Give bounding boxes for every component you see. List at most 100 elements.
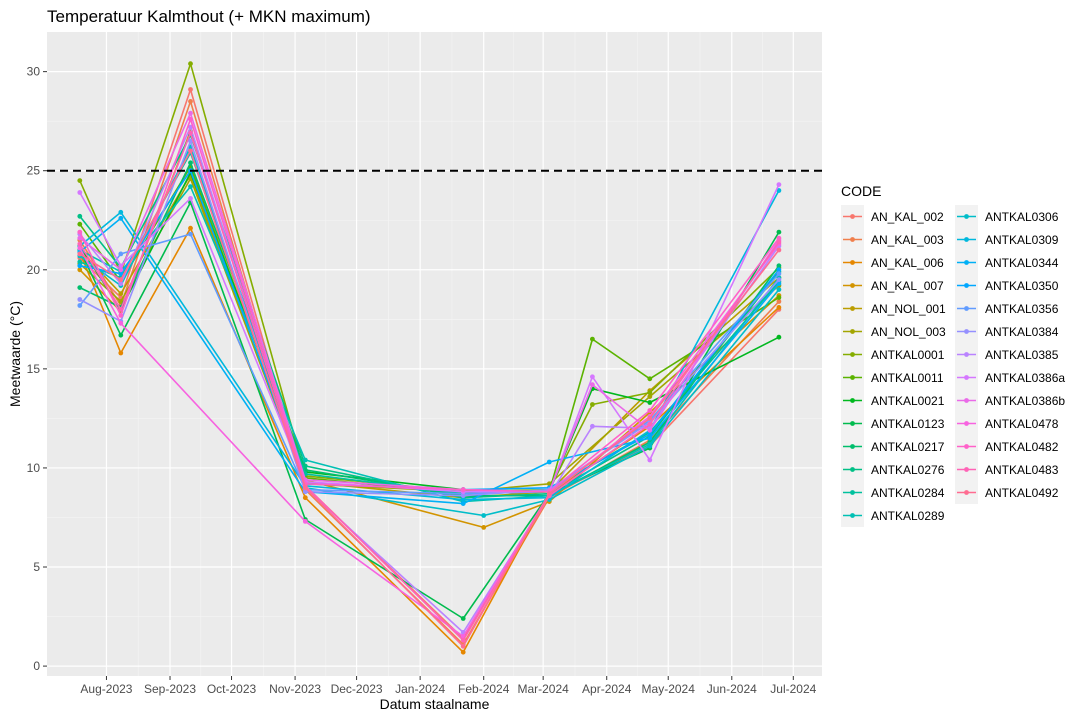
x-tick-label: Sep-2023	[144, 682, 196, 696]
data-point	[188, 148, 193, 154]
x-tick-label: Oct-2023	[207, 682, 257, 696]
data-point	[77, 285, 83, 290]
data-point	[118, 281, 124, 287]
data-point	[647, 390, 653, 395]
legend-label: ANTKAL0306	[985, 210, 1059, 224]
legend-key-point	[964, 329, 969, 334]
data-point	[776, 263, 782, 269]
legend-key-point	[964, 398, 969, 403]
data-point	[460, 497, 466, 502]
data-point	[460, 501, 466, 506]
legend-key-point	[850, 237, 855, 242]
data-point	[776, 235, 782, 241]
legend-label: ANTKAL0482	[985, 440, 1059, 454]
legend-item: ANTKAL0276	[841, 458, 945, 481]
data-point	[188, 99, 193, 104]
data-point	[776, 334, 782, 340]
data-point	[302, 463, 308, 469]
x-axis: Aug-2023 Sep-2023 Oct-2023 Nov-2023 Dec-2023…	[80, 676, 817, 696]
legend-item: ANTKAL0344	[955, 251, 1059, 274]
legend-label: AN_KAL_007	[871, 279, 944, 293]
data-point	[118, 271, 124, 277]
legend-key-point	[850, 214, 855, 219]
data-point	[647, 457, 653, 463]
data-point	[647, 421, 653, 427]
data-point	[590, 374, 595, 380]
legend-label: ANTKAL0492	[985, 486, 1059, 500]
legend-label: ANTKAL0289	[871, 509, 945, 523]
series-line	[79, 150, 780, 648]
legend-item: ANTKAL0356	[955, 297, 1059, 320]
data-point	[647, 376, 653, 382]
data-point	[77, 297, 83, 302]
legend-key-point	[850, 398, 855, 403]
data-point	[481, 525, 487, 530]
data-point	[647, 416, 653, 421]
legend-item: ANTKAL0482	[955, 435, 1059, 458]
data-point	[118, 350, 124, 356]
series-line	[79, 173, 780, 499]
data-point	[118, 277, 124, 283]
legend-label: ANTKAL0284	[871, 486, 945, 500]
series-line	[79, 227, 780, 654]
data-point	[118, 215, 124, 221]
legend-key-point	[964, 375, 969, 380]
x-tick-label: Apr-2024	[582, 682, 632, 696]
legend-item: ANTKAL0309	[955, 228, 1059, 251]
data-point	[188, 231, 193, 237]
x-tick-label: Nov-2023	[269, 682, 321, 696]
legend-label: ANTKAL0001	[871, 348, 945, 362]
legend-label: ANTKAL0385	[985, 348, 1059, 362]
data-point	[302, 489, 308, 495]
legend-item: ANTKAL0492	[955, 481, 1059, 504]
x-tick-label: May-2024	[642, 682, 696, 696]
legend-label: ANTKAL0386b	[985, 394, 1065, 408]
data-point	[590, 382, 595, 388]
legend-item: ANTKAL0001	[841, 343, 945, 366]
data-point	[776, 182, 782, 188]
legend-label: ANTKAL0478	[985, 417, 1059, 431]
legend-label: AN_KAL_006	[871, 256, 944, 270]
legend-title: CODE	[841, 183, 881, 199]
data-point	[188, 124, 193, 130]
legend-key-point	[850, 444, 855, 449]
data-point	[118, 267, 124, 273]
legend-key-point	[964, 467, 969, 472]
data-point	[546, 491, 552, 497]
legend-key-point	[850, 329, 855, 334]
legend: CODE AN_KAL_002 AN_KAL_003 AN_KAL_006 AN_KA…	[841, 183, 1065, 527]
legend-key-point	[964, 421, 969, 426]
legend-key-point	[964, 352, 969, 357]
x-tick-label: Mar-2024	[517, 682, 569, 696]
x-tick-label: Aug-2023	[80, 682, 132, 696]
legend-item: ANTKAL0011	[841, 366, 944, 389]
data-point	[118, 291, 124, 296]
x-tick-label: Dec-2023	[331, 682, 383, 696]
data-point	[188, 61, 193, 67]
x-tick-label: Feb-2024	[458, 682, 510, 696]
legend-label: ANTKAL0483	[985, 463, 1059, 477]
data-point	[302, 457, 308, 463]
data-point	[77, 263, 83, 269]
series-line	[79, 140, 780, 497]
data-point	[77, 303, 83, 308]
data-point	[188, 138, 193, 144]
series-layer	[77, 61, 782, 655]
legend-key-point	[964, 306, 969, 311]
data-point	[188, 116, 193, 122]
data-point	[776, 305, 782, 310]
y-tick-label: 10	[27, 461, 41, 475]
data-point	[77, 221, 83, 227]
legend-key-point	[850, 421, 855, 426]
major-gridlines	[47, 32, 822, 676]
legend-item: AN_NOL_003	[841, 320, 946, 343]
legend-item: ANTKAL0478	[955, 412, 1059, 435]
series-antkal0492	[77, 148, 782, 649]
data-point	[776, 281, 782, 287]
legend-label: ANTKAL0344	[985, 256, 1059, 270]
data-point	[776, 277, 782, 283]
y-tick-label: 0	[33, 659, 40, 673]
data-point	[77, 190, 83, 195]
data-point	[77, 229, 83, 235]
